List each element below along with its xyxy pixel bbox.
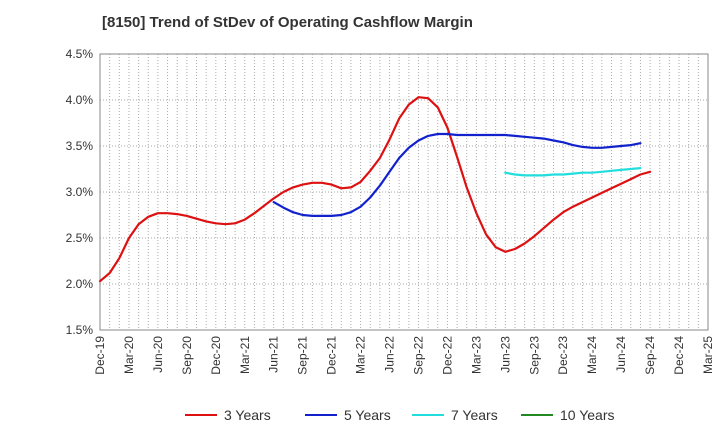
legend-label: 10 Years — [560, 407, 615, 423]
x-tick-label: Dec-20 — [209, 336, 223, 375]
plot-frame — [99, 53, 709, 331]
legend-label: 5 Years — [344, 407, 391, 423]
x-tick-label: Mar-24 — [585, 336, 599, 374]
x-tick-label: Jun-24 — [614, 336, 628, 373]
x-tick-label: Dec-23 — [556, 336, 570, 375]
x-tick-label: Dec-22 — [440, 336, 454, 375]
x-tick-label: Dec-21 — [325, 336, 339, 375]
y-tick-label: 3.0% — [66, 185, 94, 199]
legend-label: 3 Years — [224, 407, 271, 423]
x-tick-label: Sep-24 — [643, 336, 657, 375]
x-tick-label: Mar-25 — [701, 336, 715, 374]
y-tick-label: 3.5% — [66, 139, 94, 153]
x-tick-label: Sep-20 — [180, 336, 194, 375]
y-tick-label: 4.5% — [66, 47, 94, 61]
x-tick-label: Jun-22 — [383, 336, 397, 373]
legend-label: 7 Years — [451, 407, 498, 423]
y-tick-label: 2.0% — [66, 277, 94, 291]
x-tick-label: Mar-22 — [354, 336, 368, 374]
x-tick-label: Dec-19 — [93, 336, 107, 375]
chart-title: [8150] Trend of StDev of Operating Cashf… — [102, 14, 473, 31]
x-tick-label: Sep-22 — [411, 336, 425, 375]
series-line — [504, 167, 642, 177]
x-tick-label: Sep-21 — [296, 336, 310, 375]
y-tick-label: 4.0% — [66, 93, 94, 107]
x-tick-label: Jun-23 — [498, 336, 512, 373]
series-line — [272, 132, 642, 217]
y-tick-label: 2.5% — [66, 231, 94, 245]
x-tick-label: Mar-23 — [469, 336, 483, 374]
x-tick-label: Jun-21 — [267, 336, 281, 373]
x-tick-label: Dec-24 — [672, 336, 686, 375]
x-tick-label: Sep-23 — [527, 336, 541, 375]
x-tick-label: Mar-21 — [238, 336, 252, 374]
series-line — [98, 96, 652, 283]
x-tick-label: Jun-20 — [151, 336, 165, 373]
x-tick-label: Mar-20 — [122, 336, 136, 374]
y-tick-label: 1.5% — [66, 323, 94, 337]
